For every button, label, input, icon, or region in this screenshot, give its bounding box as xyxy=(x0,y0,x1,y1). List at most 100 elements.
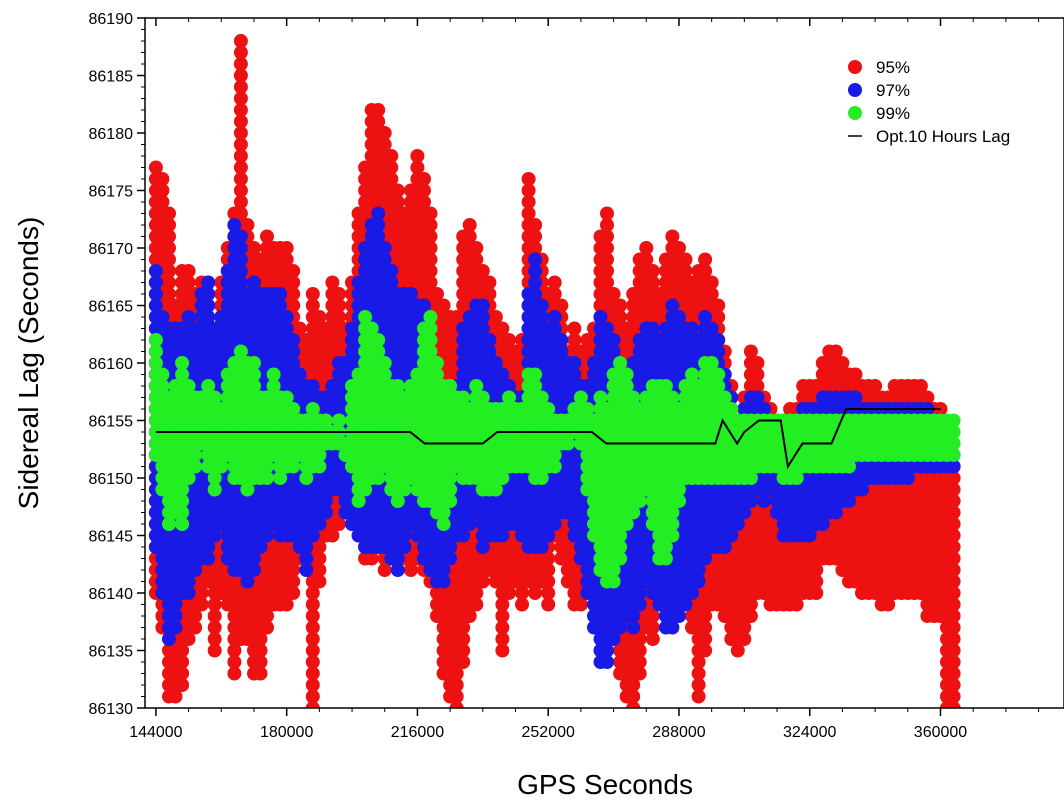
point-95pct xyxy=(312,540,327,554)
point-95pct xyxy=(573,597,588,612)
point-95pct xyxy=(600,275,614,290)
point-95pct xyxy=(286,264,301,278)
point-95pct xyxy=(181,275,196,290)
point-95pct xyxy=(286,287,301,301)
point-95pct xyxy=(704,275,719,290)
point-95pct xyxy=(632,666,647,681)
point-95pct xyxy=(528,241,543,255)
point-95pct xyxy=(789,597,804,612)
point-95pct xyxy=(639,241,654,255)
point-95pct xyxy=(194,586,209,600)
point-95pct xyxy=(600,229,614,244)
point-95pct xyxy=(286,563,301,577)
point-95pct xyxy=(233,68,248,83)
point-95pct xyxy=(188,620,203,635)
point-95pct xyxy=(515,597,529,612)
point-95pct xyxy=(665,229,680,244)
point-95pct xyxy=(743,597,758,612)
point-95pct xyxy=(305,666,320,681)
point-95pct xyxy=(390,195,405,209)
point-95pct xyxy=(377,126,392,140)
point-95pct xyxy=(495,632,510,646)
point-95pct xyxy=(750,356,765,370)
point-95pct xyxy=(456,643,471,658)
point-95pct xyxy=(541,563,556,577)
point-95pct xyxy=(260,609,274,623)
scatter-points xyxy=(148,34,961,727)
point-97pct xyxy=(384,264,399,278)
point-95pct xyxy=(632,655,647,669)
point-95pct xyxy=(377,137,392,152)
point-95pct xyxy=(613,298,628,313)
point-95pct xyxy=(162,229,176,244)
point-95pct xyxy=(162,252,176,267)
point-95pct xyxy=(541,597,556,612)
point-95pct xyxy=(449,689,464,704)
point-95pct xyxy=(325,528,340,543)
point-95pct xyxy=(168,689,183,704)
point-97pct xyxy=(534,298,549,313)
point-95pct xyxy=(332,310,346,324)
point-95pct xyxy=(809,586,824,600)
point-95pct xyxy=(233,206,248,221)
point-95pct xyxy=(423,229,438,244)
point-95pct xyxy=(547,275,562,290)
point-95pct xyxy=(423,264,438,278)
point-95pct xyxy=(528,229,543,244)
point-95pct xyxy=(554,298,569,313)
point-95pct xyxy=(750,367,765,382)
point-95pct xyxy=(377,563,392,577)
point-95pct xyxy=(632,643,647,658)
point-95pct xyxy=(417,183,431,198)
point-95pct xyxy=(495,609,510,623)
point-95pct xyxy=(175,655,190,669)
point-95pct xyxy=(672,241,686,255)
point-95pct xyxy=(305,632,320,646)
point-95pct xyxy=(286,275,301,290)
point-95pct xyxy=(462,229,477,244)
point-97pct xyxy=(233,229,248,244)
point-95pct xyxy=(704,287,719,301)
point-95pct xyxy=(233,160,248,175)
point-95pct xyxy=(286,574,301,589)
point-95pct xyxy=(312,310,327,324)
point-95pct xyxy=(691,689,706,704)
point-95pct xyxy=(469,241,484,255)
point-95pct xyxy=(305,597,320,612)
point-95pct xyxy=(305,678,320,692)
point-95pct xyxy=(626,713,640,727)
point-95pct xyxy=(743,609,758,623)
point-95pct xyxy=(835,356,850,370)
point-95pct xyxy=(430,287,444,301)
point-97pct xyxy=(286,333,301,347)
point-95pct xyxy=(691,655,706,669)
point-95pct xyxy=(417,195,431,209)
point-95pct xyxy=(436,298,451,313)
point-95pct xyxy=(626,678,641,692)
point-95pct xyxy=(456,655,471,669)
point-97pct xyxy=(279,310,294,324)
point-97pct xyxy=(475,298,490,313)
point-95pct xyxy=(279,241,294,255)
point-95pct xyxy=(678,252,693,267)
point-95pct xyxy=(364,551,379,566)
point-95pct xyxy=(233,57,248,71)
point-95pct xyxy=(541,586,556,600)
point-95pct xyxy=(528,218,543,232)
point-95pct xyxy=(233,103,248,117)
point-95pct xyxy=(750,379,765,393)
point-95pct xyxy=(547,287,562,301)
point-95pct xyxy=(260,620,274,635)
point-95pct xyxy=(600,206,614,221)
point-95pct xyxy=(606,287,621,301)
point-95pct xyxy=(469,252,484,267)
point-97pct xyxy=(547,310,562,324)
point-95pct xyxy=(626,701,641,708)
point-95pct xyxy=(410,149,425,163)
point-95pct xyxy=(482,287,497,301)
point-95pct xyxy=(456,620,471,635)
point-95pct xyxy=(155,183,170,198)
point-95pct xyxy=(162,241,176,255)
point-95pct xyxy=(567,321,582,336)
